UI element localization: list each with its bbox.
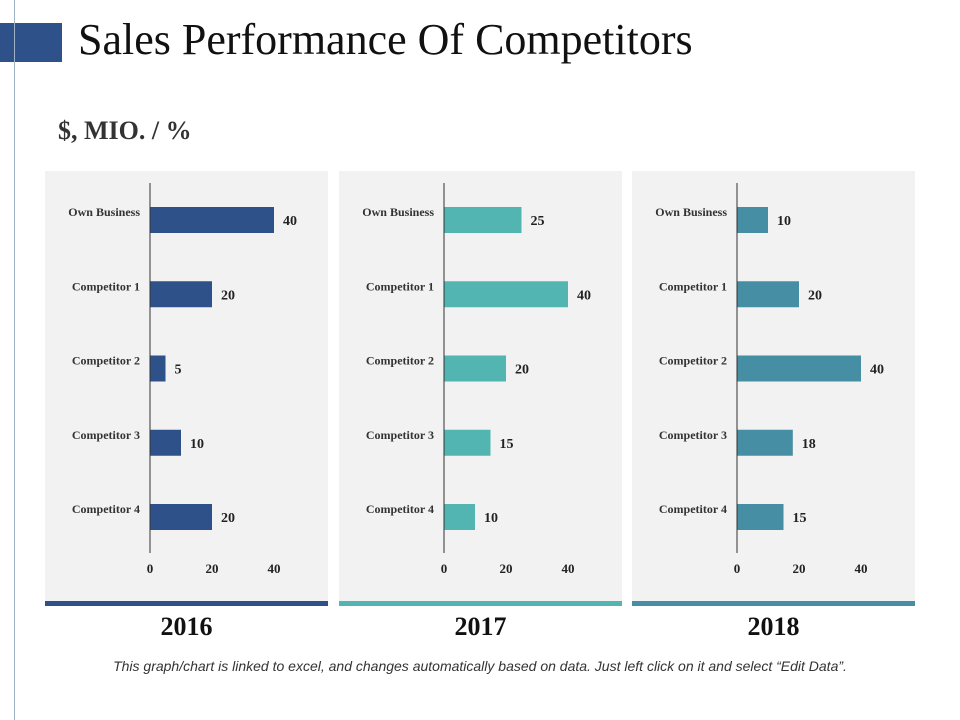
panel-underline bbox=[632, 601, 915, 606]
bar-own-business[interactable] bbox=[737, 207, 768, 233]
value-label: 40 bbox=[577, 288, 591, 303]
value-label: 40 bbox=[870, 363, 884, 378]
x-tick-label: 0 bbox=[147, 561, 154, 576]
value-label: 10 bbox=[777, 214, 791, 229]
category-label: Competitor 3 bbox=[659, 428, 727, 442]
bar-competitor-4[interactable] bbox=[444, 504, 475, 530]
footnote: This graph/chart is linked to excel, and… bbox=[113, 658, 847, 674]
x-tick-label: 0 bbox=[441, 561, 448, 576]
x-tick-label: 20 bbox=[500, 561, 513, 576]
x-tick-label: 20 bbox=[793, 561, 806, 576]
bar-chart-2018[interactable]: Own Business 10 Competitor 1 20 Competitor 2… bbox=[632, 171, 915, 601]
category-label: Competitor 1 bbox=[659, 279, 727, 293]
category-label: Competitor 2 bbox=[72, 354, 140, 368]
left-accent-line bbox=[14, 0, 15, 720]
bar-competitor-1[interactable] bbox=[737, 281, 799, 308]
category-label: Competitor 1 bbox=[72, 279, 140, 293]
bar-competitor-2[interactable] bbox=[150, 355, 166, 382]
category-label: Competitor 1 bbox=[366, 279, 434, 293]
value-label: 20 bbox=[808, 288, 822, 303]
category-label: Competitor 4 bbox=[72, 502, 140, 516]
bar-competitor-4[interactable] bbox=[737, 504, 784, 530]
value-label: 10 bbox=[190, 437, 204, 452]
panel-underline bbox=[339, 601, 622, 606]
value-label: 20 bbox=[221, 288, 235, 303]
x-tick-label: 20 bbox=[206, 561, 219, 576]
bar-competitor-2[interactable] bbox=[444, 355, 506, 382]
x-tick-label: 40 bbox=[268, 561, 281, 576]
value-label: 5 bbox=[175, 363, 182, 378]
slide-title: Sales Performance Of Competitors bbox=[78, 15, 693, 64]
value-label: 15 bbox=[793, 511, 807, 526]
chart-panel-2016: Own Business 40 Competitor 1 20 Competitor 2… bbox=[45, 171, 328, 608]
bar-chart-2016[interactable]: Own Business 40 Competitor 1 20 Competitor 2… bbox=[45, 171, 328, 601]
value-label: 20 bbox=[221, 511, 235, 526]
category-label: Competitor 3 bbox=[366, 428, 434, 442]
category-label: Own Business bbox=[362, 205, 434, 219]
category-label: Competitor 4 bbox=[659, 502, 727, 516]
x-tick-label: 40 bbox=[855, 561, 868, 576]
x-tick-label: 40 bbox=[562, 561, 575, 576]
category-label: Own Business bbox=[655, 205, 727, 219]
year-label-2017: 2017 bbox=[454, 612, 507, 641]
x-tick-label: 0 bbox=[734, 561, 741, 576]
year-label-2018: 2018 bbox=[747, 612, 800, 641]
value-label: 40 bbox=[283, 214, 297, 229]
category-label: Competitor 2 bbox=[366, 354, 434, 368]
chart-background bbox=[339, 171, 622, 601]
category-label: Competitor 4 bbox=[366, 502, 434, 516]
panel-underline bbox=[45, 601, 328, 606]
bar-competitor-1[interactable] bbox=[150, 281, 212, 308]
category-label: Competitor 3 bbox=[72, 428, 140, 442]
value-label: 20 bbox=[515, 363, 529, 378]
category-label: Competitor 2 bbox=[659, 354, 727, 368]
bar-competitor-3[interactable] bbox=[444, 429, 491, 456]
bar-competitor-3[interactable] bbox=[150, 429, 181, 456]
title-accent-block bbox=[0, 23, 62, 62]
chart-panel-2017: Own Business 25 Competitor 1 40 Competitor 2… bbox=[339, 171, 622, 608]
bar-competitor-2[interactable] bbox=[737, 355, 861, 382]
bar-competitor-4[interactable] bbox=[150, 504, 212, 530]
value-label: 10 bbox=[484, 511, 498, 526]
value-label: 15 bbox=[500, 437, 514, 452]
value-label: 18 bbox=[802, 437, 816, 452]
bar-own-business[interactable] bbox=[150, 207, 274, 233]
bar-chart-2017[interactable]: Own Business 25 Competitor 1 40 Competitor 2… bbox=[339, 171, 622, 601]
category-label: Own Business bbox=[68, 205, 140, 219]
bar-own-business[interactable] bbox=[444, 207, 522, 233]
year-label-2016: 2016 bbox=[160, 612, 213, 641]
value-label: 25 bbox=[531, 214, 545, 229]
unit-subtitle: $, MIO. / % bbox=[58, 116, 192, 145]
bar-competitor-1[interactable] bbox=[444, 281, 568, 308]
chart-panel-2018: Own Business 10 Competitor 1 20 Competitor 2… bbox=[632, 171, 915, 608]
bar-competitor-3[interactable] bbox=[737, 429, 793, 456]
